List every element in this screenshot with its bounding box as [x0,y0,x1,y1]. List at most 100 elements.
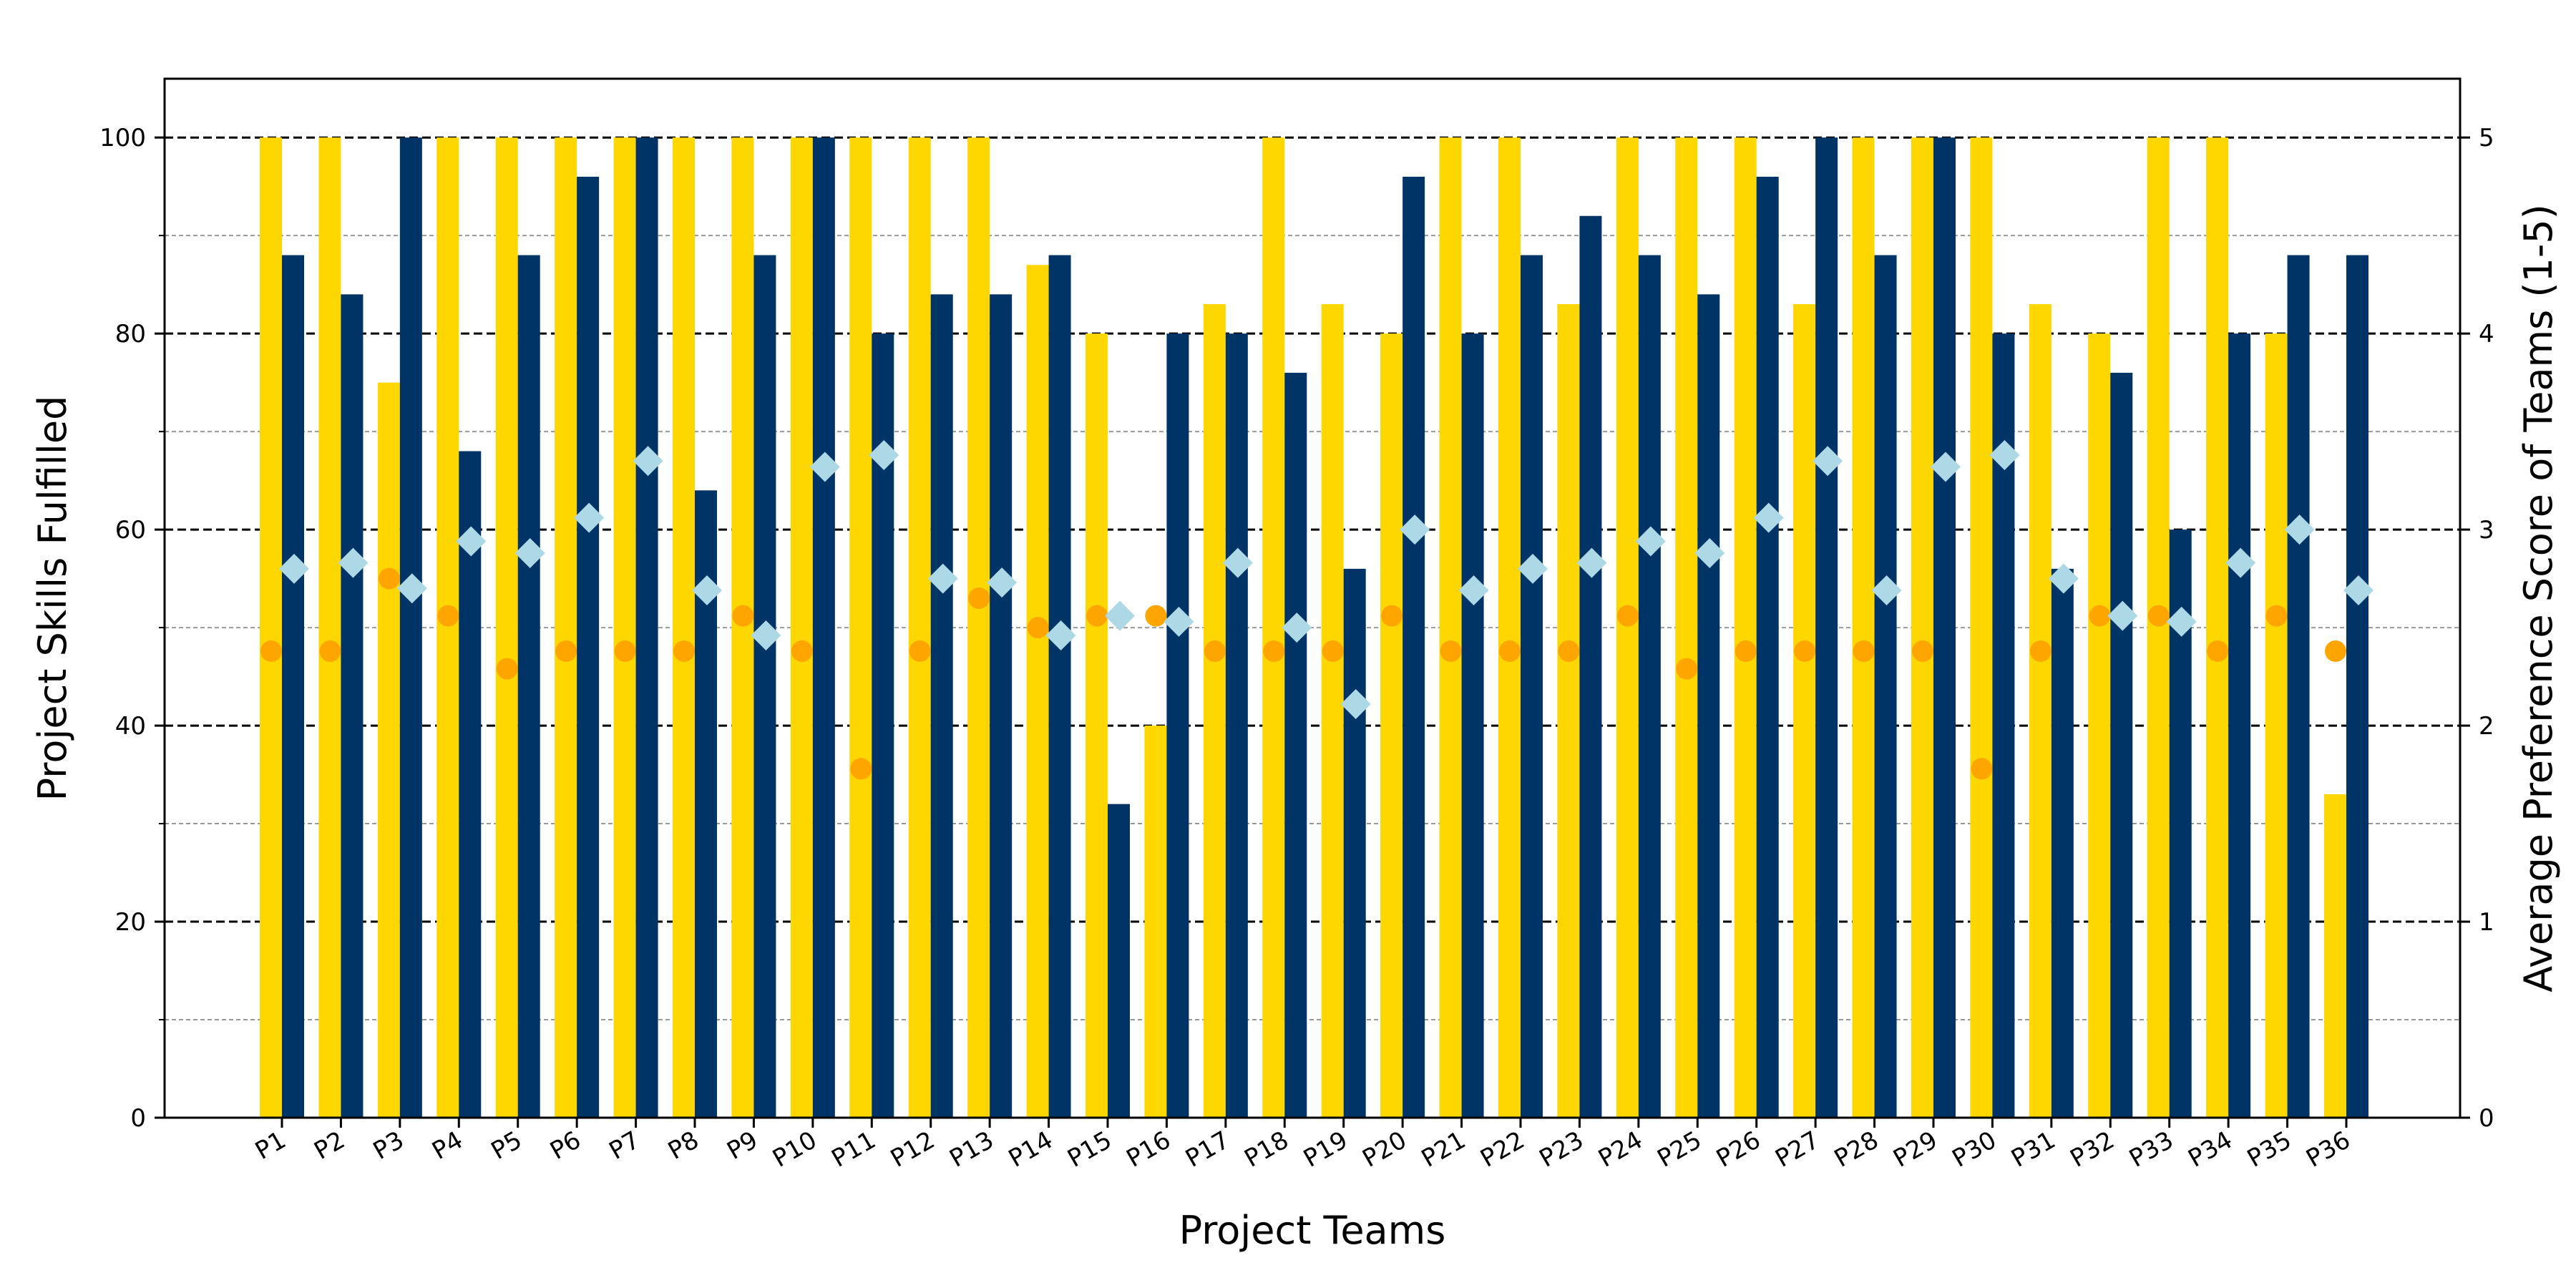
orange-circle-marker [968,587,990,609]
bar-skills-a [2206,137,2229,1118]
orange-circle-marker [2029,640,2051,662]
bar-skills-b [399,137,422,1118]
blue-diamond-marker [1753,502,1784,533]
y-tick-label: 60 [115,516,146,545]
bar-skills-b [282,255,304,1118]
bar-skills-b [577,176,600,1118]
blue-diamond-marker [1813,446,1843,477]
x-axis-title: Project Teams [1179,1208,1446,1253]
orange-circle-marker [850,758,872,780]
bar-skills-a [1026,265,1049,1118]
blue-diamond-marker [1518,553,1548,584]
blue-diamond-marker [869,440,899,471]
bar-skills-b [2110,372,2133,1118]
y2-tick-label: 5 [2479,124,2494,152]
bar-skills-a [1321,304,1344,1118]
blue-diamond-marker [1931,452,1961,482]
bar-skills-b [2287,255,2310,1118]
orange-circle-marker [791,640,813,662]
y-tick-label: 100 [99,124,146,152]
bar-skills-b [753,255,776,1118]
y2-axis-title: Average Preference Score of Teams (1-5) [2516,204,2561,992]
bar-skills-a [1380,333,1403,1118]
bar-skills-a [1203,304,1226,1118]
bar-skills-b [635,137,658,1118]
y-tick-label: 20 [115,908,146,937]
orange-circle-marker [1381,605,1403,627]
bar-skills-a [613,137,636,1118]
bar-skills-a [790,137,813,1118]
bar-skills-a [673,137,695,1118]
bar-skills-a [1498,137,1521,1118]
blue-diamond-marker [1105,600,1135,631]
orange-circle-marker [909,640,931,662]
bar-skills-b [1697,294,1720,1118]
bar-skills-b [2346,255,2368,1118]
bar-skills-b [1343,568,1366,1118]
bar-skills-a [849,137,872,1118]
orange-circle-marker [1322,640,1344,662]
orange-circle-marker [2265,605,2288,627]
bar-skills-a [1793,304,1816,1118]
blue-diamond-marker [633,446,663,477]
orange-circle-marker [1499,640,1521,662]
blue-diamond-marker [927,563,958,594]
blue-diamond-marker [1282,613,1312,643]
bar-skills-a [2265,333,2288,1118]
bar-skills-b [517,255,540,1118]
y2-tick-label: 2 [2479,712,2494,741]
blue-diamond-marker [1989,440,2020,471]
blue-diamond-marker [514,537,545,568]
bar-skills-b [1108,804,1130,1118]
orange-circle-marker [378,567,400,590]
bar-skills-a [2147,137,2170,1118]
bar-skills-a [1675,137,1698,1118]
bar-skills-b [1461,333,1484,1118]
orange-circle-marker [1440,640,1462,662]
orange-circle-marker [437,605,459,627]
bar-skills-a [731,137,754,1118]
bar-skills-a [260,137,282,1118]
bar-skills-a [318,137,341,1118]
bar-skills-b [2051,568,2074,1118]
blue-diamond-marker [1458,575,1489,606]
orange-circle-marker [1676,658,1698,680]
bar-skills-a [1616,137,1639,1118]
bar-skills-b [1166,333,1189,1118]
orange-circle-marker [555,640,577,662]
blue-diamond-marker [2343,575,2373,606]
bars [260,137,2368,1118]
orange-circle-marker [1263,640,1285,662]
blue-diamond-marker [1340,688,1371,719]
blue-diamond-marker [1694,537,1725,568]
bar-skills-a [908,137,931,1118]
bar-skills-b [2228,333,2251,1118]
y2-tick-label: 3 [2479,516,2494,545]
orange-circle-marker [2089,605,2111,627]
bar-skills-a [1439,137,1462,1118]
orange-circle-marker [496,658,518,680]
bar-skills-a [1085,333,1108,1118]
orange-circle-marker [2207,640,2229,662]
blue-diamond-marker [1576,547,1607,578]
orange-circle-marker [319,640,341,662]
bar-skills-a [2324,794,2346,1118]
bar-skills-b [1933,137,1956,1118]
blue-diamond-marker [338,547,369,578]
bar-skills-a [377,382,400,1118]
blue-diamond-marker [2048,563,2079,594]
y2-tick-label: 1 [2479,908,2494,937]
orange-circle-marker [673,640,695,662]
bar-skills-b [1402,176,1425,1118]
orange-circle-marker [2147,605,2170,627]
bar-skills-b [990,294,1013,1118]
blue-diamond-marker [809,452,840,482]
bar-skills-a [1144,726,1167,1118]
bar-skills-a [1734,137,1757,1118]
orange-circle-marker [1027,617,1049,639]
blue-diamond-marker [692,575,722,606]
blue-diamond-marker [987,567,1018,598]
orange-circle-marker [1558,640,1580,662]
y2-tick-label: 0 [2479,1104,2494,1133]
